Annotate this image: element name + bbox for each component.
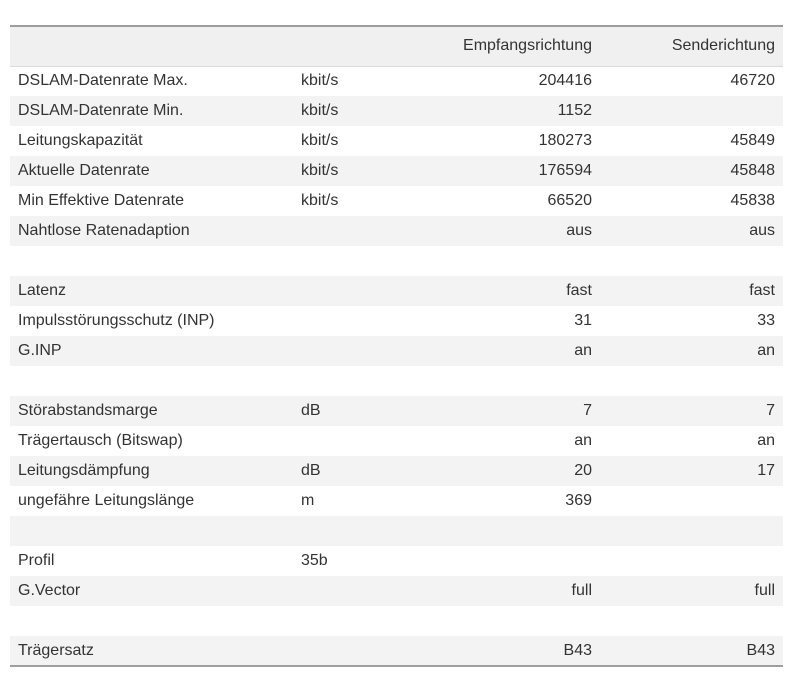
table-row: Leitungsdämpfung dB 20 17 bbox=[10, 456, 783, 486]
row-label: G.Vector bbox=[18, 582, 81, 599]
table-row: G.INP an an bbox=[10, 336, 783, 366]
table-row: DSLAM-Datenrate Max. kbit/s 204416 46720 bbox=[10, 66, 783, 96]
spacer-cell bbox=[10, 366, 783, 396]
value-senderichtung: aus bbox=[749, 222, 775, 239]
value-empfangsrichtung: 204416 bbox=[538, 72, 592, 90]
value-empfangsrichtung: 176594 bbox=[538, 162, 592, 179]
spacer-row bbox=[10, 366, 783, 396]
table-row: Aktuelle Datenrate kbit/s 176594 45848 bbox=[10, 156, 783, 186]
row-unit: kbit/s bbox=[301, 72, 339, 90]
row-label: Profil bbox=[18, 552, 55, 569]
spacer-row bbox=[10, 246, 783, 276]
value-senderichtung bbox=[600, 546, 783, 576]
value-senderichtung: 7 bbox=[766, 402, 775, 419]
value-senderichtung: fast bbox=[749, 282, 775, 299]
row-unit: kbit/s bbox=[301, 162, 339, 179]
header-unit-column bbox=[293, 26, 393, 67]
row-unit: dB bbox=[301, 402, 321, 419]
header-label-column bbox=[10, 26, 293, 67]
value-senderichtung: an bbox=[757, 342, 775, 359]
spacer-row bbox=[10, 516, 783, 546]
row-label: Nahtlose Ratenadaption bbox=[18, 222, 190, 239]
table-row: Trägersatz B43 B43 bbox=[10, 636, 783, 666]
spacer-row bbox=[10, 606, 783, 636]
value-senderichtung: 33 bbox=[757, 312, 775, 329]
value-empfangsrichtung: 1152 bbox=[557, 102, 592, 119]
row-unit bbox=[293, 426, 393, 456]
table-row: Nahtlose Ratenadaption aus aus bbox=[10, 216, 783, 246]
spacer-cell bbox=[10, 246, 783, 276]
row-unit bbox=[293, 306, 393, 336]
table-row: G.Vector full full bbox=[10, 576, 783, 606]
header-empfangsrichtung: Empfangsrichtung bbox=[393, 26, 600, 67]
row-label: Min Effektive Datenrate bbox=[18, 192, 185, 209]
row-label: Trägersatz bbox=[18, 641, 94, 659]
value-empfangsrichtung: aus bbox=[566, 222, 592, 239]
value-senderichtung: 45849 bbox=[730, 132, 776, 149]
dsl-stats-table-container: Empfangsrichtung Senderichtung DSLAM-Dat… bbox=[10, 25, 783, 667]
value-empfangsrichtung: 31 bbox=[574, 312, 592, 329]
value-senderichtung: B43 bbox=[746, 641, 775, 659]
row-unit: m bbox=[301, 492, 315, 509]
value-empfangsrichtung: 20 bbox=[574, 462, 592, 479]
table-row: Impulsstörungsschutz (INP) 31 33 bbox=[10, 306, 783, 336]
row-unit bbox=[293, 336, 393, 366]
value-empfangsrichtung: B43 bbox=[563, 641, 592, 659]
value-senderichtung: an bbox=[757, 432, 775, 449]
dsl-stats-table: Empfangsrichtung Senderichtung DSLAM-Dat… bbox=[10, 25, 783, 667]
row-label: Leitungskapazität bbox=[18, 132, 143, 149]
table-row: Profil 35b bbox=[10, 546, 783, 576]
table-row: ungefähre Leitungslänge m 369 bbox=[10, 486, 783, 516]
row-label: DSLAM-Datenrate Max. bbox=[18, 72, 188, 90]
row-label: Aktuelle Datenrate bbox=[18, 162, 150, 179]
row-label: ungefähre Leitungslänge bbox=[18, 492, 195, 509]
row-label: Impulsstörungsschutz (INP) bbox=[18, 312, 215, 329]
value-empfangsrichtung: an bbox=[574, 342, 592, 359]
row-label: Trägertausch (Bitswap) bbox=[18, 432, 183, 449]
row-label: Leitungsdämpfung bbox=[18, 462, 150, 479]
row-unit: kbit/s bbox=[301, 192, 339, 209]
value-empfangsrichtung bbox=[393, 546, 600, 576]
table-row: Latenz fast fast bbox=[10, 276, 783, 306]
row-unit: 35b bbox=[301, 552, 328, 569]
value-senderichtung bbox=[600, 486, 783, 516]
table-row: Min Effektive Datenrate kbit/s 66520 45838 bbox=[10, 186, 783, 216]
row-unit bbox=[293, 636, 393, 666]
value-empfangsrichtung: 7 bbox=[583, 402, 592, 419]
table-row: Trägertausch (Bitswap) an an bbox=[10, 426, 783, 456]
value-empfangsrichtung: 66520 bbox=[547, 192, 593, 209]
spacer-cell bbox=[10, 516, 783, 546]
row-unit bbox=[293, 276, 393, 306]
row-label: Störabstandsmarge bbox=[18, 402, 158, 419]
value-senderichtung: 46720 bbox=[730, 72, 776, 90]
value-senderichtung: 45838 bbox=[730, 192, 776, 209]
row-unit bbox=[293, 216, 393, 246]
row-unit: kbit/s bbox=[301, 132, 339, 149]
value-empfangsrichtung: full bbox=[571, 582, 592, 599]
row-label: Latenz bbox=[18, 282, 67, 299]
table-row: Leitungskapazität kbit/s 180273 45849 bbox=[10, 126, 783, 156]
row-unit: dB bbox=[301, 462, 321, 479]
row-unit: kbit/s bbox=[301, 102, 339, 119]
row-unit bbox=[293, 576, 393, 606]
row-label: G.INP bbox=[18, 342, 62, 359]
value-empfangsrichtung: 369 bbox=[565, 492, 592, 509]
table-header-row: Empfangsrichtung Senderichtung bbox=[10, 26, 783, 67]
value-senderichtung: 17 bbox=[757, 462, 775, 479]
value-senderichtung bbox=[600, 96, 783, 126]
value-empfangsrichtung: an bbox=[574, 432, 592, 449]
header-senderichtung: Senderichtung bbox=[600, 26, 783, 67]
value-empfangsrichtung: 180273 bbox=[538, 132, 592, 149]
table-row: DSLAM-Datenrate Min. kbit/s 1152 bbox=[10, 96, 783, 126]
row-label: DSLAM-Datenrate Min. bbox=[18, 102, 184, 119]
table-body: DSLAM-Datenrate Max. kbit/s 204416 46720 DSL… bbox=[10, 66, 783, 666]
value-senderichtung: full bbox=[754, 582, 775, 599]
table-row: Störabstandsmarge dB 7 7 bbox=[10, 396, 783, 426]
value-senderichtung: 45848 bbox=[730, 162, 776, 179]
value-empfangsrichtung: fast bbox=[566, 282, 592, 299]
spacer-cell bbox=[10, 606, 783, 636]
